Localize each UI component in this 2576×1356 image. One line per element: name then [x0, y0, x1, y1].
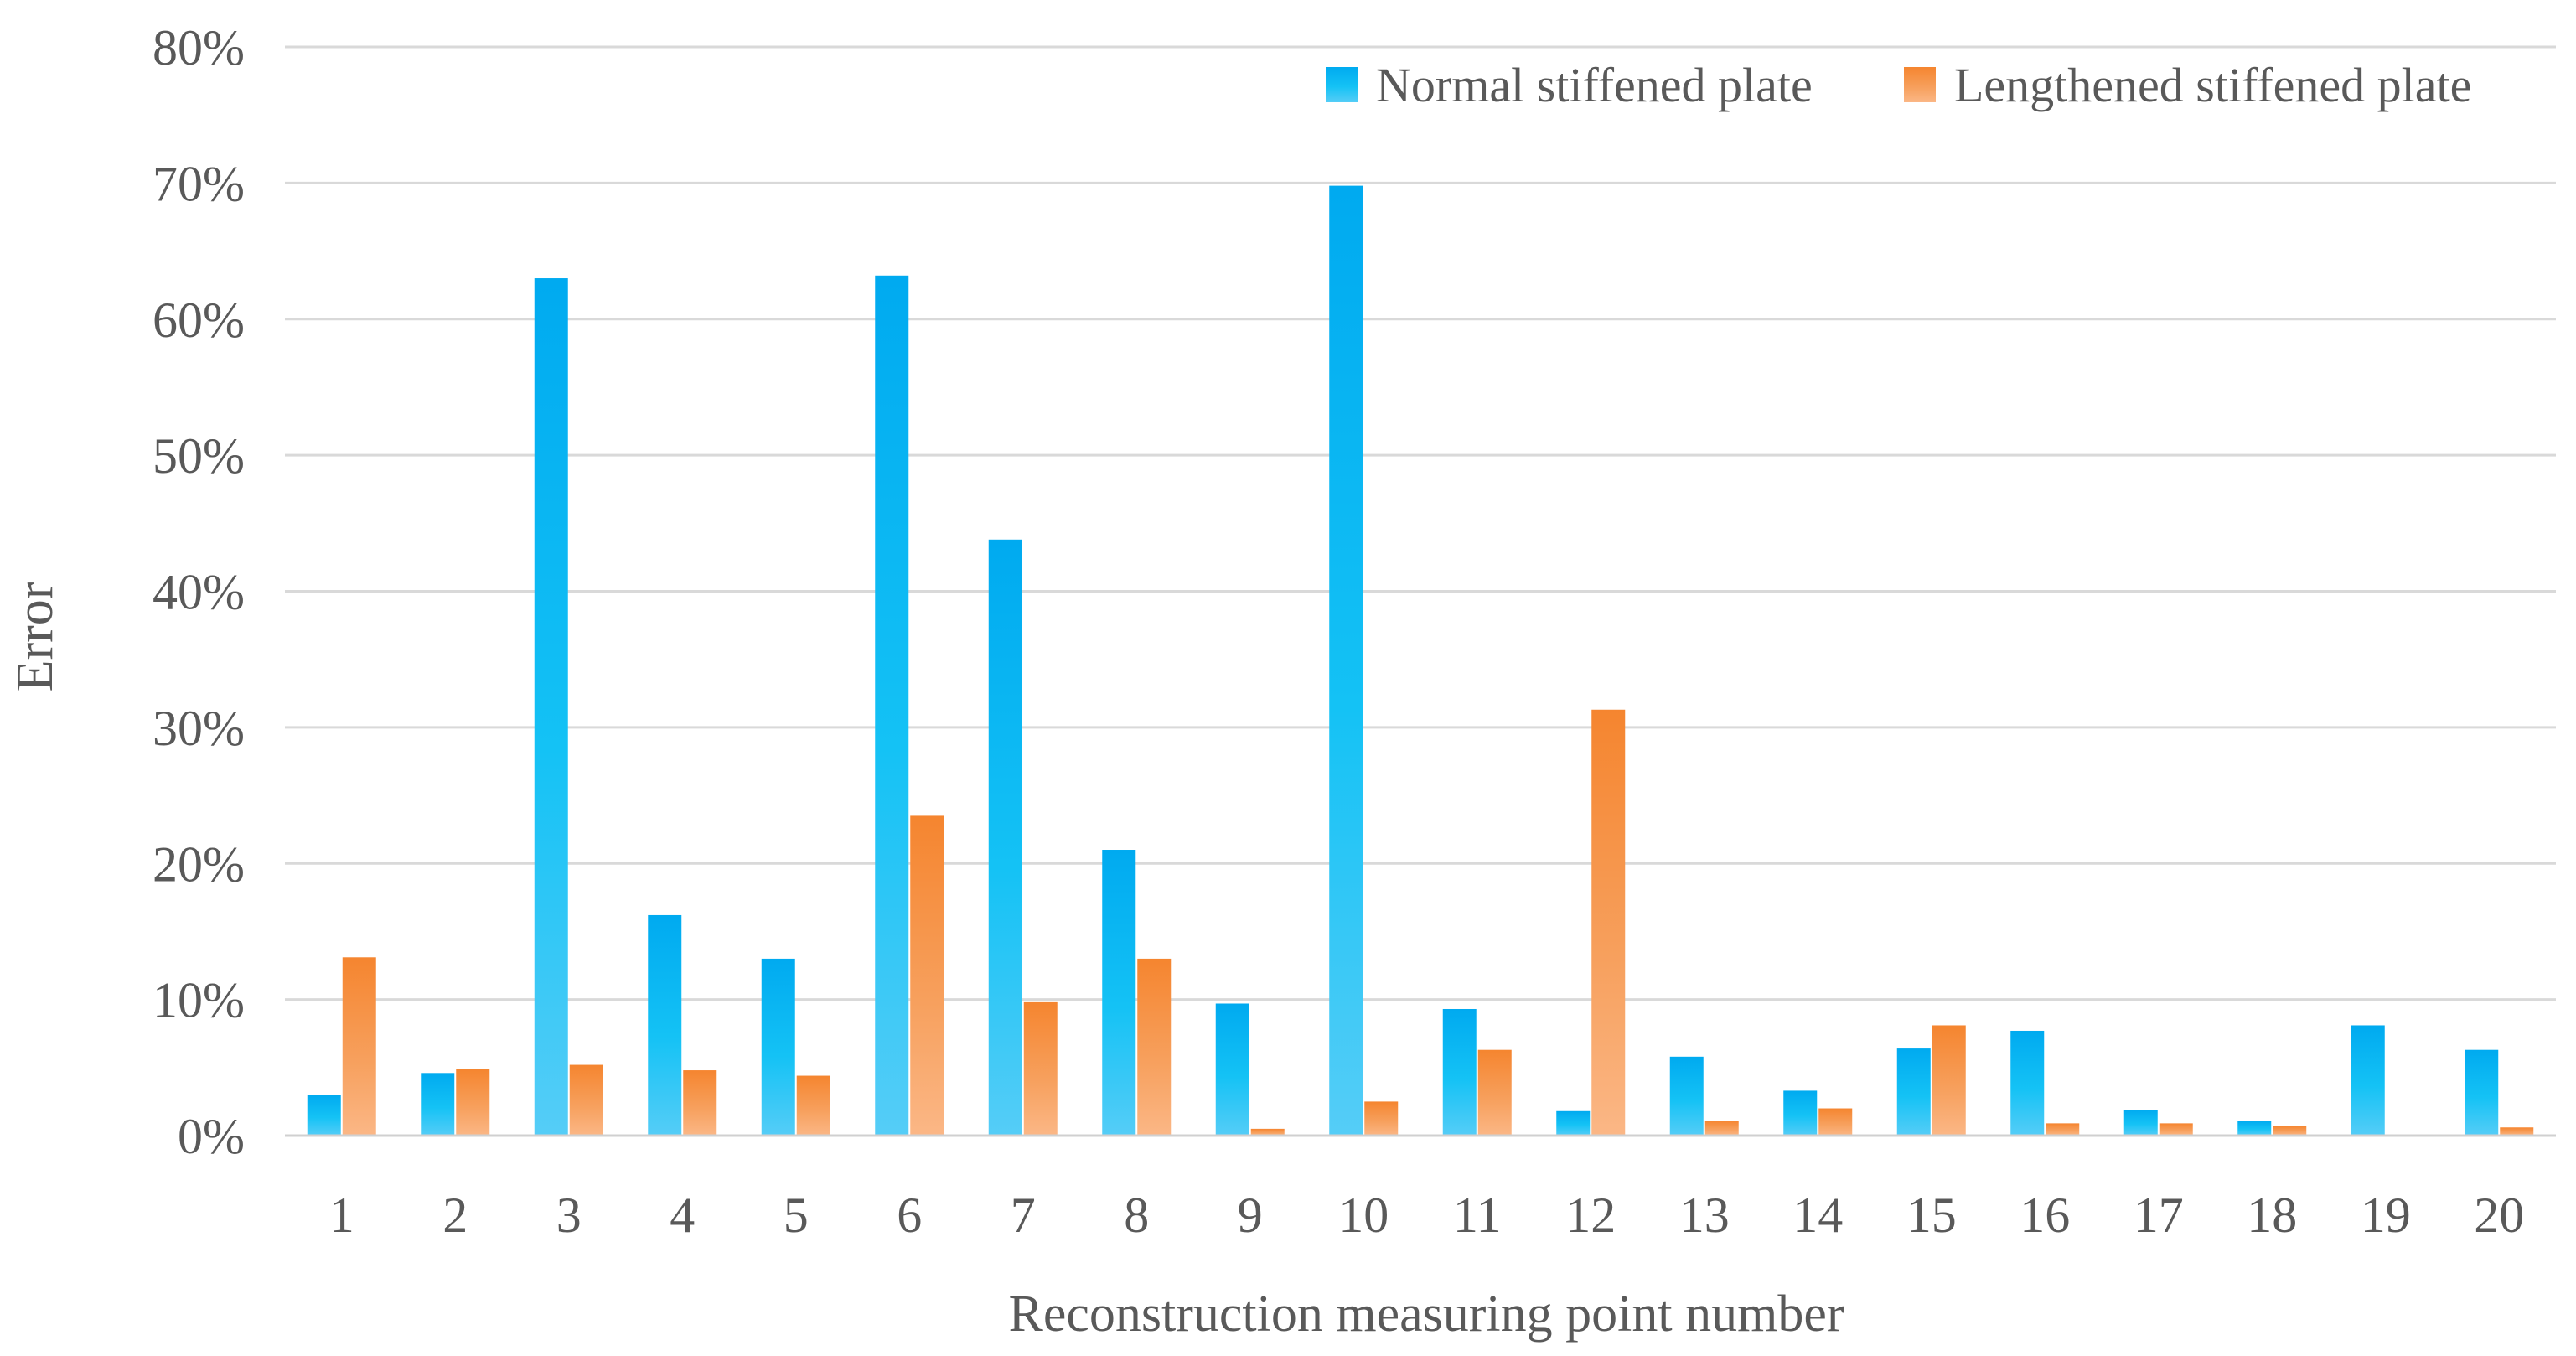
bar-lengthened	[1591, 709, 1626, 1136]
bar-lengthened	[342, 957, 376, 1136]
bar-lengthened	[1818, 1108, 1853, 1136]
y-tick-label: 80%	[153, 20, 245, 75]
bar-lengthened	[1704, 1121, 1739, 1136]
y-tick-label: 30%	[153, 701, 245, 756]
x-tick-label: 11	[1453, 1188, 1502, 1243]
bar-lengthened	[910, 815, 944, 1136]
bar-lengthened	[1932, 1025, 1966, 1136]
bar-normal	[1329, 185, 1363, 1136]
x-axis-tick-labels: 1 2 3 4 5 6 7 8 9 10 11 12 13 14 15 16 17 18 19 20	[329, 1188, 2525, 1243]
bar-normal	[1896, 1048, 1931, 1136]
x-tick-label: 5	[784, 1188, 809, 1243]
y-tick-label: 10%	[153, 973, 245, 1028]
bar-normal	[1215, 1003, 1249, 1136]
bar-normal	[2123, 1110, 2158, 1136]
x-tick-label: 19	[2361, 1188, 2411, 1243]
bar-lengthened	[2159, 1123, 2193, 1136]
bar-normal	[1442, 1008, 1477, 1136]
legend-label-normal: Normal stiffened plate	[1376, 58, 1813, 112]
bar-normal	[421, 1073, 455, 1136]
bar-lengthened	[1364, 1101, 1399, 1136]
bar-normal	[648, 914, 682, 1136]
y-tick-label: 70%	[153, 156, 245, 211]
x-tick-label: 3	[556, 1188, 582, 1243]
x-tick-label: 1	[329, 1188, 354, 1243]
bar-normal	[2237, 1121, 2272, 1136]
y-tick-label: 20%	[153, 836, 245, 892]
y-tick-label: 0%	[178, 1109, 245, 1164]
bar-lengthened	[1250, 1128, 1285, 1136]
x-tick-label: 12	[1565, 1188, 1616, 1243]
bar-normal	[534, 278, 568, 1136]
bar-normal	[2351, 1025, 2385, 1136]
x-tick-label: 4	[670, 1188, 695, 1243]
legend-swatch-lengthened	[1904, 67, 1936, 102]
bar-lengthened	[1137, 958, 1172, 1136]
bar-lengthened	[2273, 1126, 2307, 1136]
x-axis-title: Reconstruction measuring point number	[1009, 1286, 1844, 1343]
bar-lengthened	[1477, 1049, 1512, 1136]
bar-normal	[2465, 1049, 2499, 1136]
x-tick-label: 2	[442, 1188, 468, 1243]
bar-normal	[1102, 850, 1136, 1136]
bar-lengthened	[2500, 1127, 2534, 1136]
x-tick-label: 10	[1338, 1188, 1389, 1243]
y-axis-tick-labels: 0% 10% 20% 30% 40% 50% 60% 70% 80%	[153, 20, 245, 1164]
legend-label-lengthened: Lengthened stiffened plate	[1954, 58, 2471, 112]
bar-lengthened	[569, 1064, 603, 1136]
y-tick-label: 60%	[153, 292, 245, 348]
bar-lengthened	[1023, 1001, 1058, 1136]
x-tick-label: 16	[2020, 1188, 2070, 1243]
x-tick-label: 7	[1011, 1188, 1036, 1243]
bars	[307, 185, 2534, 1136]
x-tick-label: 17	[2134, 1188, 2184, 1243]
legend-swatch-normal	[1326, 67, 1358, 102]
bar-normal	[1556, 1110, 1591, 1136]
x-tick-label: 15	[1906, 1188, 1957, 1243]
bar-normal	[761, 958, 795, 1136]
bar-normal	[307, 1095, 341, 1136]
x-tick-label: 13	[1679, 1188, 1730, 1243]
legend: Normal stiffened plate Lengthened stiffe…	[1326, 58, 2471, 112]
y-tick-label: 40%	[153, 565, 245, 620]
bar-lengthened	[456, 1069, 490, 1136]
gridlines	[285, 45, 2556, 1001]
bar-normal	[875, 275, 909, 1136]
x-tick-label: 20	[2474, 1188, 2524, 1243]
bar-lengthened	[683, 1070, 717, 1136]
x-tick-label: 14	[1792, 1188, 1843, 1243]
x-tick-label: 18	[2247, 1188, 2297, 1243]
x-tick-label: 6	[897, 1188, 922, 1243]
bar-normal	[2010, 1030, 2045, 1136]
bar-normal	[1783, 1090, 1818, 1136]
y-tick-label: 50%	[153, 428, 245, 484]
y-axis-title: Error	[7, 582, 64, 691]
bar-normal	[988, 539, 1022, 1136]
bar-normal	[1669, 1056, 1704, 1136]
x-tick-label: 9	[1238, 1188, 1263, 1243]
bar-lengthened	[2046, 1123, 2080, 1136]
x-tick-label: 8	[1124, 1188, 1149, 1243]
bar-lengthened	[796, 1075, 830, 1136]
